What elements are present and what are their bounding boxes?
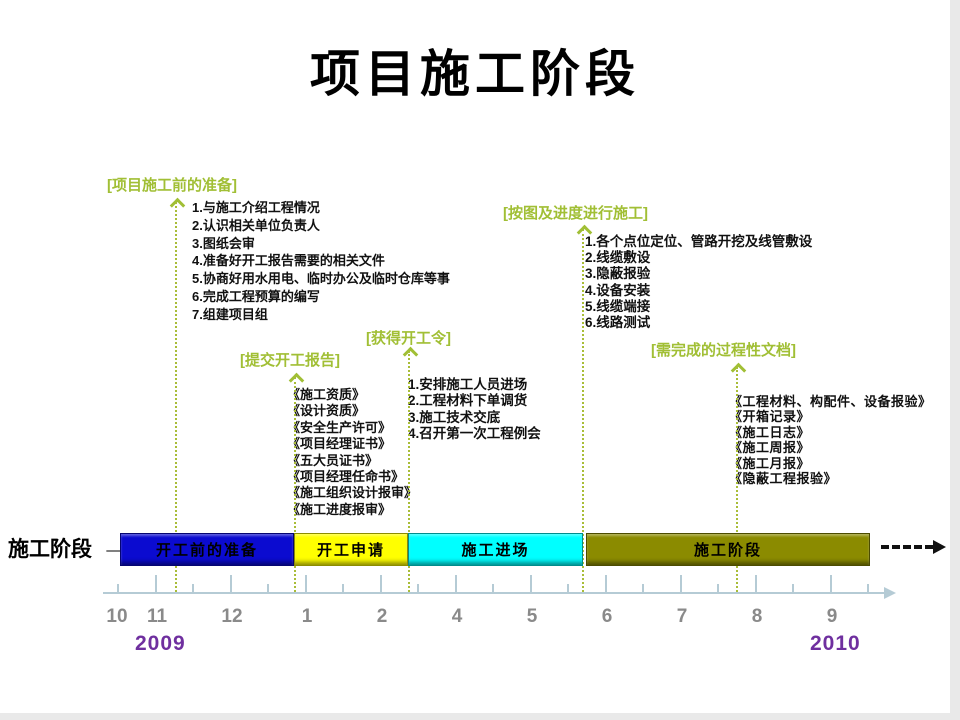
phase-bar-4: 施工阶段 [586, 533, 870, 566]
annotation-list-construction: 1.各个点位定位、管路开挖及线管敷设 2.线缆敷设 3.隐蔽报验 4.设备安装 5.线缆… [585, 234, 812, 331]
annotation-item: 《施工进度报审》 [287, 501, 392, 517]
month-label: 12 [221, 606, 243, 627]
dotted-guide-line-4 [576, 224, 593, 592]
phase-bar-1: 开工前的准备 [120, 533, 294, 566]
phase-bar-3: 施工进场 [408, 533, 583, 566]
up-arrow-icon [169, 197, 186, 214]
up-arrow-icon [730, 362, 747, 379]
annotation-list-start-order: 1.安排施工人员进场 2.工程材料下单调货 3.施工技术交底 4.召开第一次工程例会 [408, 377, 541, 443]
annotation-item: 1.安排施工人员进场 [408, 377, 528, 392]
annotation-header-preparation: [项目施工前的准备] [107, 177, 237, 194]
annotation-item: 《施工组织设计报审》 [287, 485, 418, 501]
dotted-guide-line-3 [402, 346, 419, 592]
annotation-item: 3.图纸会审 [192, 235, 255, 251]
annotation-item: 1.与施工介绍工程情况 [192, 200, 320, 215]
month-label: 10 [106, 606, 128, 627]
axis-tick [304, 575, 307, 592]
annotation-item: 4.设备安装 [585, 282, 651, 298]
axis-tick [154, 575, 157, 592]
axis-tick [342, 584, 344, 592]
annotation-item: 《施工日志》 [729, 424, 811, 440]
annotation-item: 2.认识相关单位负责人 [192, 217, 320, 233]
month-label: 6 [601, 606, 613, 627]
annotation-item: 5.线缆端接 [585, 298, 651, 314]
annotation-item: 《施工月报》 [729, 455, 811, 471]
annotation-item: 4.召开第一次工程例会 [408, 426, 541, 442]
continuation-dashed-arrow-icon [881, 540, 946, 554]
phase-axis-label-text: 施工阶段 [8, 538, 92, 561]
axis-tick [267, 584, 269, 592]
annotation-item: 《项目经理任命书》 [287, 469, 405, 485]
axis-tick [192, 584, 194, 592]
month-label: 9 [826, 606, 838, 627]
up-arrow-icon [402, 346, 419, 363]
axis-tick [567, 584, 569, 592]
year-label-2010: 2010 [810, 632, 861, 655]
annotation-item: 《开箱记录》 [729, 409, 811, 425]
month-label: 7 [676, 606, 688, 627]
annotation-item: 《安全生产许可》 [287, 419, 392, 435]
up-arrow-icon [288, 372, 305, 389]
annotation-item: 《设计资质》 [287, 403, 366, 419]
phase-bar-row: 开工前的准备 开工申请 施工进场 施工阶段 [0, 533, 950, 566]
annotation-item: 7.组建项目组 [192, 306, 268, 322]
annotation-header-report: [提交开工报告] [240, 352, 340, 369]
axis-tick [492, 584, 494, 592]
annotation-list-preparation: 1.与施工介绍工程情况 2.认识相关单位负责人 3.图纸会审 4.准备好开工报告需要的… [192, 199, 450, 324]
annotation-item: 《施工资质》 [287, 387, 366, 402]
annotation-item: 《工程材料、构配件、设备报验》 [729, 394, 932, 409]
month-label: 4 [451, 606, 463, 627]
axis-tick [754, 575, 757, 592]
annotation-item: 《施工周报》 [729, 440, 811, 456]
axis-tick [529, 575, 532, 592]
page-title: 项目施工阶段 [310, 46, 640, 102]
annotation-list-documents: 《工程材料、构配件、设备报验》 《开箱记录》 《施工日志》 《施工周报》 《施工月报》《… [729, 394, 932, 486]
annotation-header-construction: [按图及进度进行施工] [503, 205, 648, 222]
axis-tick [829, 575, 832, 592]
axis-tick [454, 575, 457, 592]
month-label: 11 [146, 606, 168, 627]
axis-tick [417, 584, 419, 592]
annotation-item: 6.线路测试 [585, 315, 651, 331]
month-label: 8 [751, 606, 763, 627]
annotation-item: 5.协商好用水用电、临时办公及临时仓库等事 [192, 271, 450, 287]
axis-tick [642, 584, 644, 592]
slide: 项目施工阶段 [项目施工前的准备] 1.与施工介绍工程情况 2.认识相关单位负责人… [0, 0, 950, 713]
annotation-item: 3.隐蔽报验 [585, 266, 651, 282]
annotation-item: 《五大员证书》 [287, 452, 379, 468]
annotation-item: 《隐蔽工程报验》 [729, 471, 838, 487]
time-axis [103, 592, 885, 594]
axis-tick [229, 575, 232, 592]
annotation-item: 《项目经理证书》 [287, 436, 392, 452]
annotation-list-report: 《施工资质》 《设计资质》 《安全生产许可》 《项目经理证书》 《五大员证书》 《项目经理… [287, 387, 417, 518]
dotted-guide-line-1 [169, 197, 186, 592]
annotation-item: 2.工程材料下单调货 [408, 393, 528, 409]
annotation-item: 2.线缆敷设 [585, 250, 651, 266]
month-label: 5 [526, 606, 538, 627]
axis-tick [867, 584, 869, 592]
arrowhead-icon [933, 540, 946, 554]
time-axis-arrowhead-icon [884, 587, 896, 599]
axis-tick [679, 575, 682, 592]
annotation-item: 1.各个点位定位、管路开挖及线管敷设 [585, 234, 813, 249]
annotation-header-documents: [需完成的过程性文档] [651, 342, 796, 359]
annotation-item: 6.完成工程预算的编写 [192, 288, 320, 304]
annotation-item: 3.施工技术交底 [408, 409, 501, 425]
axis-tick [379, 575, 382, 592]
axis-tick [717, 584, 719, 592]
axis-tick [792, 584, 794, 592]
axis-tick [117, 584, 119, 592]
axis-tick [604, 575, 607, 592]
dotted-guide-line-5 [730, 362, 747, 592]
annotation-header-start-order: [获得开工令] [366, 330, 451, 347]
month-label: 1 [301, 606, 313, 627]
year-label-2009: 2009 [135, 632, 186, 655]
annotation-item: 4.准备好开工报告需要的相关文件 [192, 253, 385, 269]
phase-bar-2: 开工申请 [294, 533, 408, 566]
month-label: 2 [376, 606, 388, 627]
dotted-guide-line-2 [288, 372, 305, 592]
